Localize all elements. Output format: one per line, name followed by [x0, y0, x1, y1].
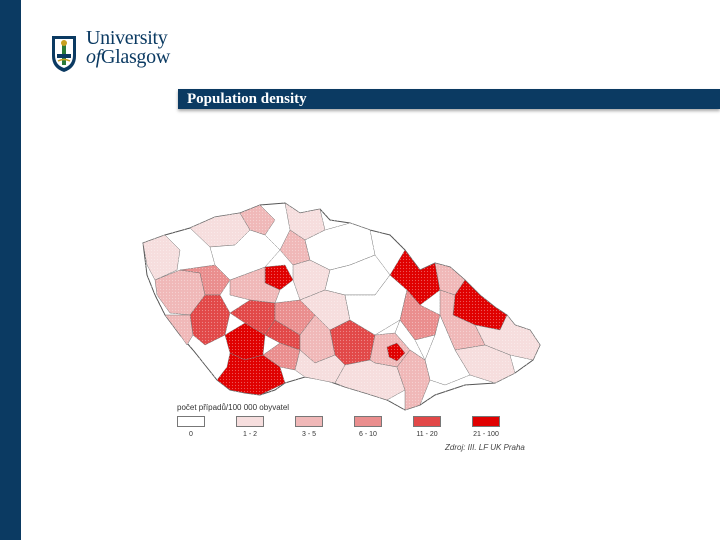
- slide-title: Population density: [187, 91, 307, 107]
- logo-glasgow: Glasgow: [100, 46, 170, 68]
- logo-of: of: [86, 46, 101, 68]
- map-legend: 0 1 - 2 3 - 5 6 - 10 11 - 20 21 - 100: [177, 416, 507, 442]
- legend-label: 3 - 5: [301, 431, 316, 438]
- legend-item: 6 - 10: [354, 416, 384, 442]
- legend-item: 11 - 20: [413, 416, 443, 442]
- legend-swatch: [177, 416, 205, 427]
- legend-swatch: [472, 416, 500, 427]
- legend-label: 1 - 2: [242, 431, 257, 438]
- left-accent-bar: [0, 0, 21, 540]
- university-logo: University ofGlasgow: [50, 27, 180, 76]
- legend-caption: počet případů/100 000 obyvatel: [177, 403, 290, 412]
- slide-title-bar: Population density: [178, 89, 720, 109]
- legend-swatch: [236, 416, 264, 427]
- legend-label: 11 - 20: [416, 431, 438, 438]
- crest-icon: [52, 36, 76, 72]
- legend-label: 0: [189, 431, 193, 438]
- legend-item: 1 - 2: [236, 416, 266, 442]
- legend-swatch: [354, 416, 382, 427]
- legend-label: 21 - 100: [473, 431, 499, 438]
- legend-item: 21 - 100: [472, 416, 502, 442]
- legend-swatch: [295, 416, 323, 427]
- legend-item: 3 - 5: [295, 416, 325, 442]
- legend-item: 0: [177, 416, 207, 442]
- region-klatovy: [164, 314, 194, 346]
- legend-swatch: [413, 416, 441, 427]
- logo-wordmark: University ofGlasgow: [86, 27, 170, 68]
- logo-line-glasgow: ofGlasgow: [86, 46, 170, 68]
- map-source: Zdroj: III. LF UK Praha: [445, 443, 525, 452]
- logo-line-university: University: [86, 27, 168, 49]
- legend-label: 6 - 10: [359, 431, 377, 438]
